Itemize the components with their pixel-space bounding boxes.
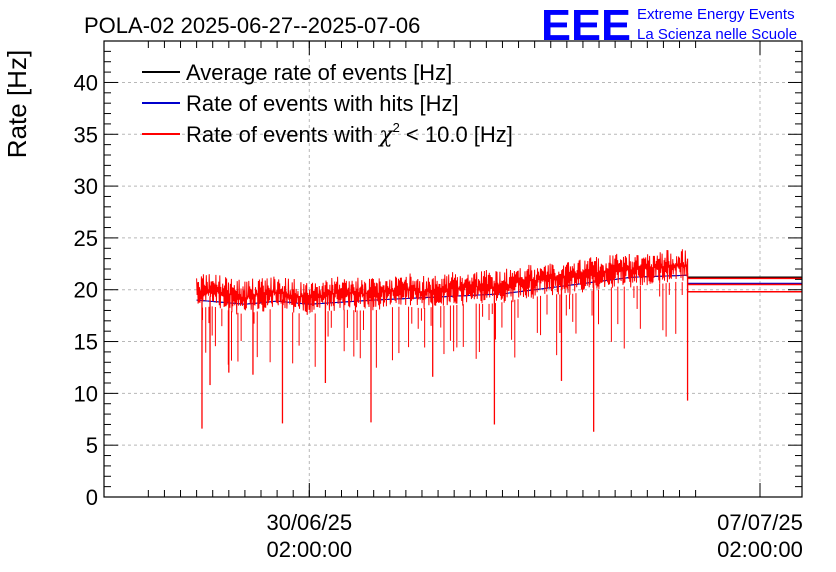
chi-superscript: 2 — [393, 120, 400, 135]
y-tick-label: 15 — [74, 330, 98, 355]
logo-line-1: Extreme Energy Events — [637, 6, 795, 23]
logo-line-2: La Scienza nelle Scuole — [637, 26, 797, 43]
y-tick-label: 5 — [86, 433, 98, 458]
legend: Average rate of events [Hz] Rate of even… — [142, 60, 513, 148]
legend-label-hits: Rate of events with hits [Hz] — [186, 91, 459, 116]
chart-title: POLA-02 2025-06-27--2025-07-06 — [84, 13, 420, 38]
x-tick-label-date: 30/06/25 — [266, 510, 352, 535]
y-axis-label: Rate [Hz] — [2, 50, 32, 158]
series-2 — [196, 249, 802, 432]
y-tick-label: 10 — [74, 381, 98, 406]
legend-chi2-suffix: < 10.0 [Hz] — [400, 122, 513, 147]
x-tick-label-date: 07/07/25 — [717, 510, 803, 535]
y-tick-label: 40 — [74, 70, 98, 95]
axes: 051015202530354030/06/2502:00:0007/07/25… — [74, 40, 803, 562]
y-tick-label: 35 — [74, 122, 98, 147]
x-tick-label-time: 02:00:00 — [717, 537, 803, 562]
legend-label-chi2: Rate of events with χ2 < 10.0 [Hz] — [186, 120, 513, 148]
x-tick-label-time: 02:00:00 — [266, 537, 352, 562]
y-tick-label: 30 — [74, 174, 98, 199]
eee-logo-mark: EEE — [541, 1, 631, 50]
series-line — [196, 249, 688, 315]
y-tick-label: 0 — [86, 485, 98, 510]
y-tick-label: 25 — [74, 226, 98, 251]
y-tick-label: 20 — [74, 278, 98, 303]
legend-chi2-prefix: Rate of events with — [186, 122, 379, 147]
eee-logo: EEE Extreme Energy Events La Scienza nel… — [541, 1, 797, 50]
legend-label-average: Average rate of events [Hz] — [186, 60, 452, 85]
chi-symbol: χ — [377, 123, 394, 148]
series-layer — [196, 249, 802, 432]
